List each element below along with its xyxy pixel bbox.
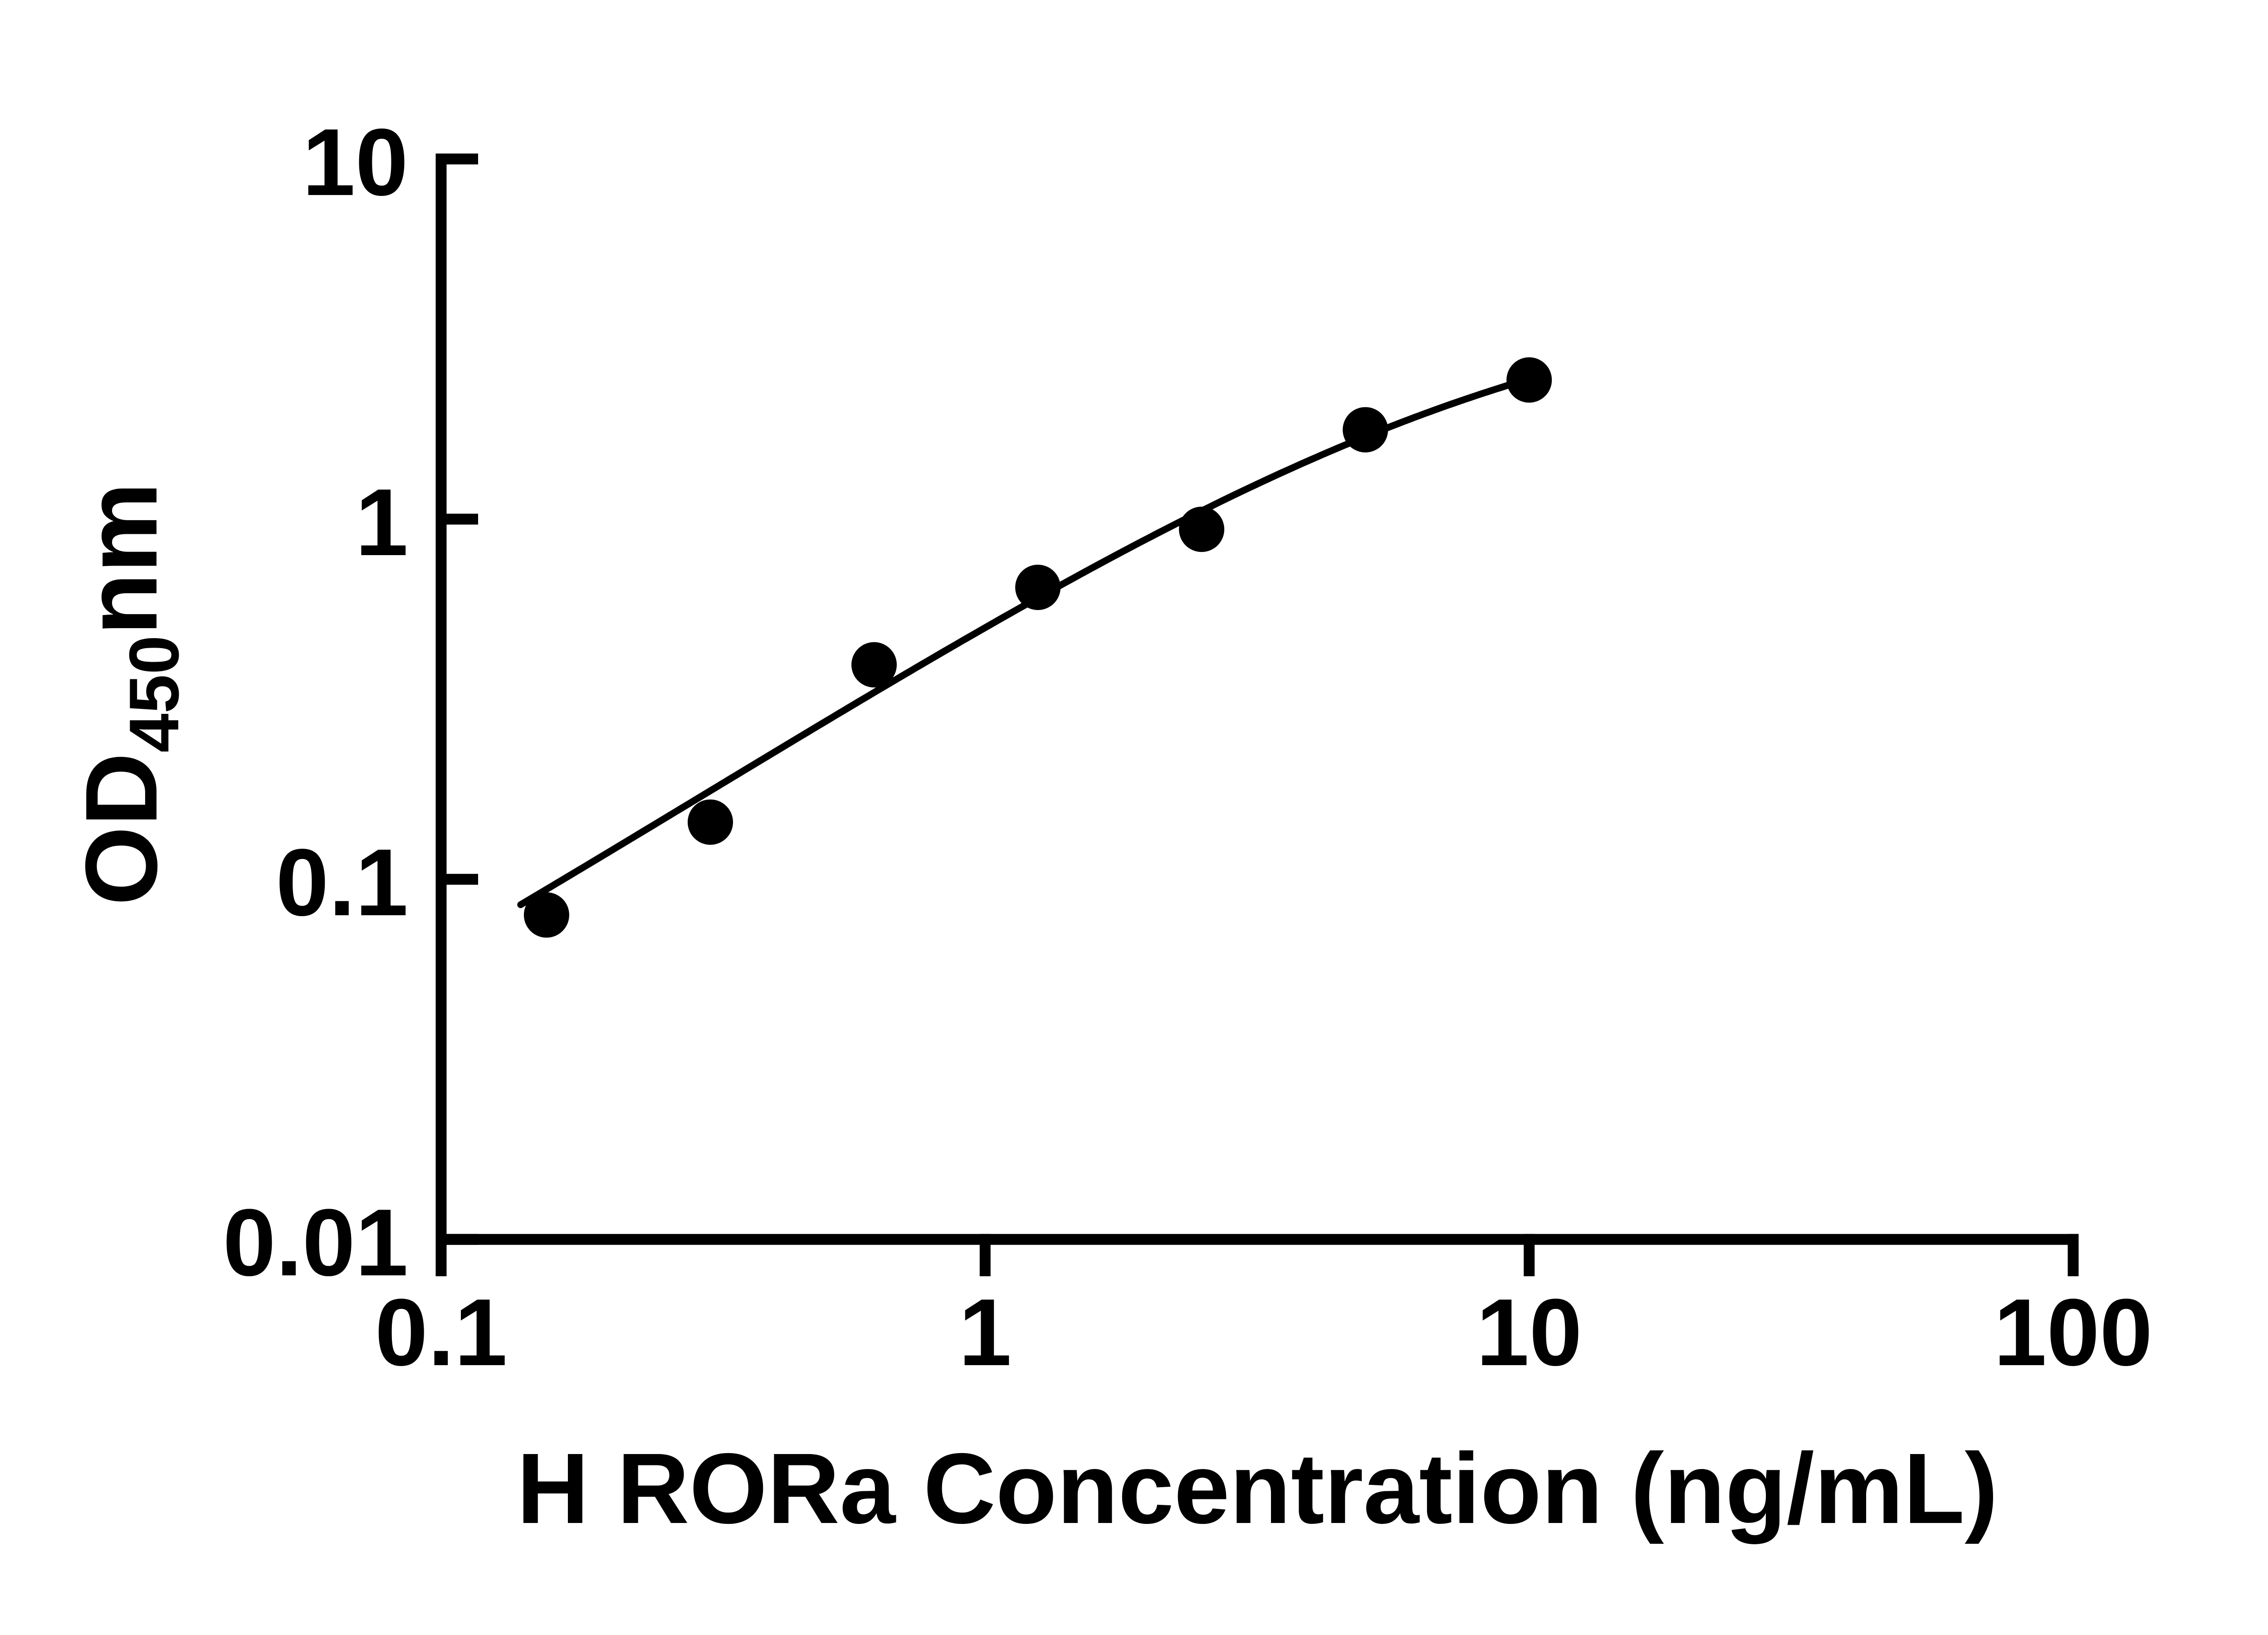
svg-text:1: 1 [958,1279,1012,1386]
svg-text:100: 100 [1994,1279,2152,1386]
svg-text:1: 1 [355,469,408,576]
svg-text:0.1: 0.1 [375,1279,508,1386]
svg-text:10: 10 [302,109,408,215]
svg-text:H RORa Concentration (ng/mL): H RORa Concentration (ng/mL) [517,1432,1998,1544]
svg-text:0.1: 0.1 [276,829,408,936]
svg-text:10: 10 [1476,1279,1582,1386]
